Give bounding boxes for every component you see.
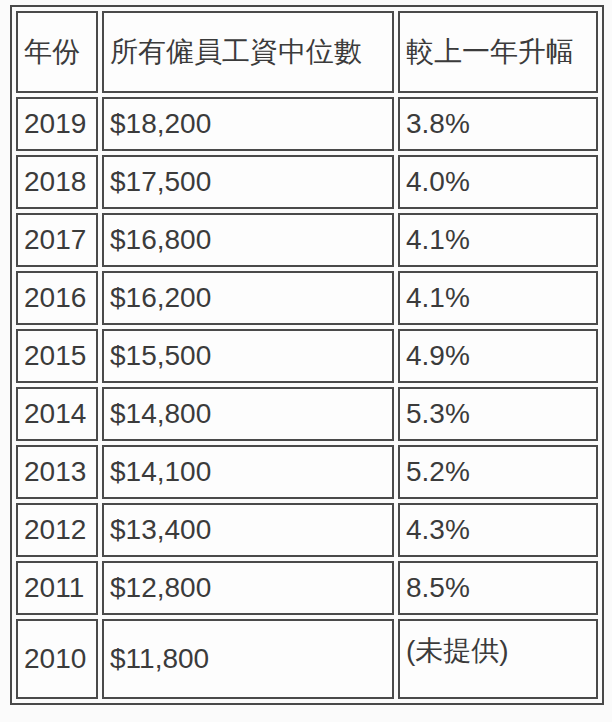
cell-year: 2016	[16, 271, 98, 325]
cell-median-wage: $12,800	[102, 561, 394, 615]
cell-median-wage: $14,800	[102, 387, 394, 441]
cell-year: 2018	[16, 155, 98, 209]
table-row: 2018 $17,500 4.0%	[16, 155, 598, 209]
table-row: 2012 $13,400 4.3%	[16, 503, 598, 557]
table-row: 2014 $14,800 5.3%	[16, 387, 598, 441]
cell-yearly-change: 4.1%	[398, 213, 598, 267]
cell-year: 2012	[16, 503, 98, 557]
table-body: 2019 $18,200 3.8% 2018 $17,500 4.0% 2017…	[16, 97, 598, 699]
cell-yearly-change: 5.2%	[398, 445, 598, 499]
cell-year: 2015	[16, 329, 98, 383]
cell-year: 2019	[16, 97, 98, 151]
cell-year: 2017	[16, 213, 98, 267]
cell-year: 2014	[16, 387, 98, 441]
table-row: 2010 $11,800 (未提供)	[16, 619, 598, 699]
col-header-median-wage: 所有僱員工資中位數	[102, 11, 394, 93]
col-header-yearly-change: 較上一年升幅	[398, 11, 598, 93]
cell-median-wage: $17,500	[102, 155, 394, 209]
cell-yearly-change: 4.1%	[398, 271, 598, 325]
cell-median-wage: $13,400	[102, 503, 394, 557]
cell-yearly-change: (未提供)	[398, 619, 598, 699]
cell-yearly-change: 4.9%	[398, 329, 598, 383]
cell-yearly-change: 4.3%	[398, 503, 598, 557]
cell-median-wage: $18,200	[102, 97, 394, 151]
cell-yearly-change: 5.3%	[398, 387, 598, 441]
cell-yearly-change: 3.8%	[398, 97, 598, 151]
table-row: 2013 $14,100 5.2%	[16, 445, 598, 499]
col-header-year: 年份	[16, 11, 98, 93]
cell-median-wage: $11,800	[102, 619, 394, 699]
cell-year: 2013	[16, 445, 98, 499]
cell-median-wage: $16,200	[102, 271, 394, 325]
median-wage-table: 年份 所有僱員工資中位數 較上一年升幅 2019 $18,200 3.8% 20…	[10, 5, 604, 705]
table-row: 2011 $12,800 8.5%	[16, 561, 598, 615]
cell-yearly-change: 8.5%	[398, 561, 598, 615]
header-row: 年份 所有僱員工資中位數 較上一年升幅	[16, 11, 598, 93]
table-row: 2019 $18,200 3.8%	[16, 97, 598, 151]
cell-year: 2010	[16, 619, 98, 699]
cell-median-wage: $14,100	[102, 445, 394, 499]
cell-year: 2011	[16, 561, 98, 615]
table-header: 年份 所有僱員工資中位數 較上一年升幅	[16, 11, 598, 93]
cell-median-wage: $15,500	[102, 329, 394, 383]
cell-yearly-change: 4.0%	[398, 155, 598, 209]
table-row: 2017 $16,800 4.1%	[16, 213, 598, 267]
table-row: 2016 $16,200 4.1%	[16, 271, 598, 325]
cell-median-wage: $16,800	[102, 213, 394, 267]
table-row: 2015 $15,500 4.9%	[16, 329, 598, 383]
